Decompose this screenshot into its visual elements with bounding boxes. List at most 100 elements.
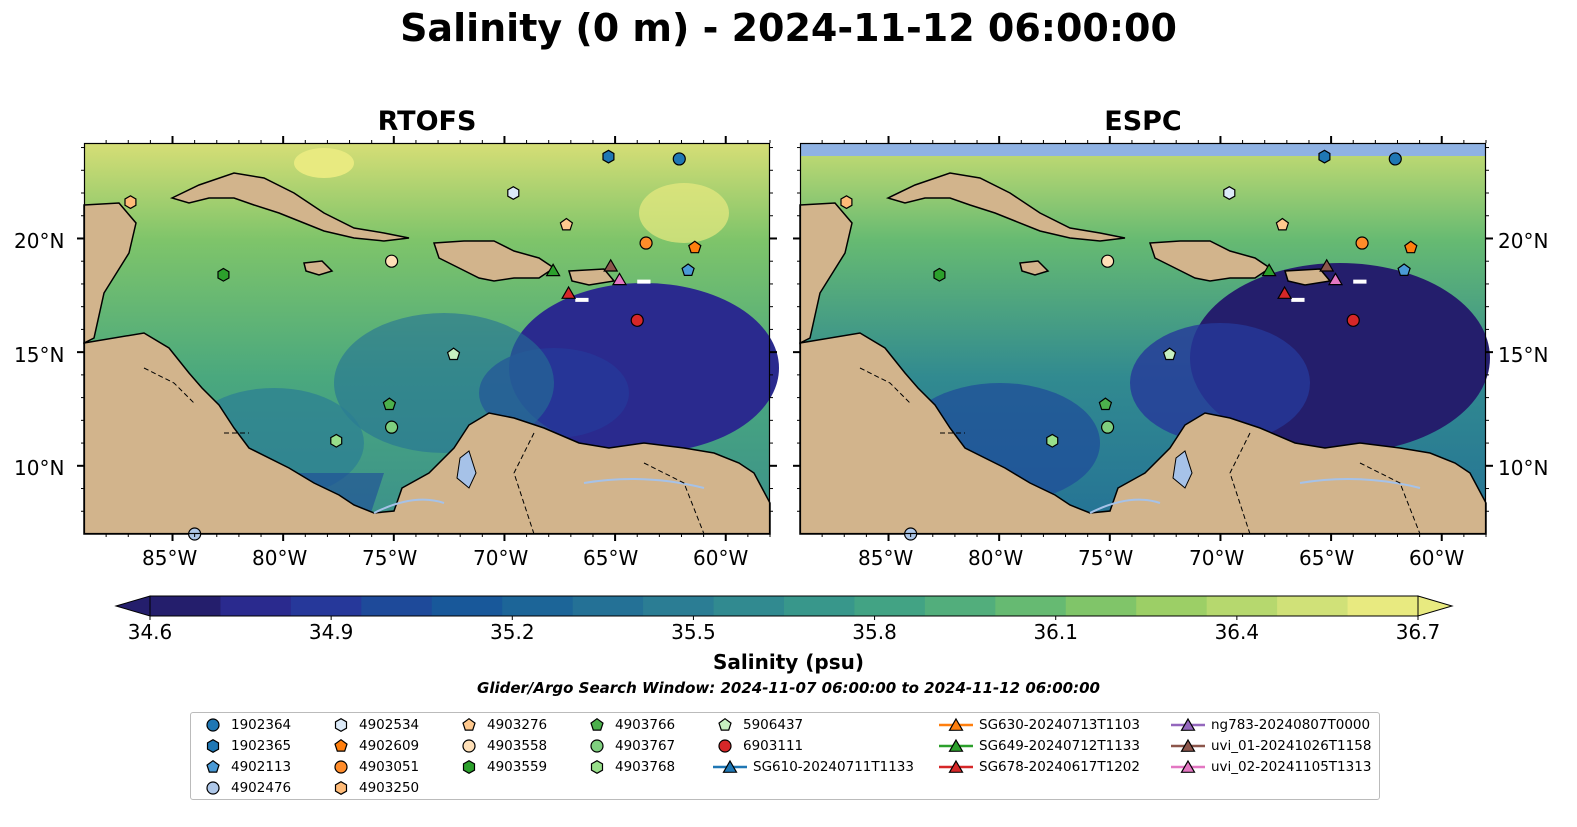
observation-marker [688, 240, 702, 254]
legend-item: ng783-20240807T0000 [1171, 715, 1370, 735]
hexagon-marker-icon [334, 718, 348, 732]
colorbar-segment [572, 596, 644, 616]
triangle-marker-icon [1171, 759, 1205, 773]
observation-marker [1275, 217, 1290, 231]
colorbar-segment [361, 596, 433, 616]
legend-label: 4903768 [615, 759, 676, 775]
colorbar-tick-label: 36.4 [1214, 620, 1260, 644]
political-borders [143, 367, 705, 535]
observation-marker [1346, 313, 1360, 327]
observation-marker [330, 433, 343, 448]
legend-item: SG678-20240617T1202 [939, 757, 1140, 777]
colorbar [114, 595, 1454, 620]
observation-marker [446, 347, 461, 361]
lat-tick-label: 20°N [1498, 229, 1549, 253]
pentagon-marker-icon [462, 717, 476, 731]
colorbar-segment [1277, 596, 1349, 616]
observation-marker [1277, 285, 1293, 299]
legend-label: 5906437 [743, 717, 804, 733]
lon-tick-label: 85°W [142, 546, 198, 570]
colorbar-label: Salinity (psu) [712, 650, 864, 674]
lat-tick-label: 10°N [14, 456, 65, 480]
colorbar-segment [854, 596, 926, 616]
legend-item: 4902476 [201, 778, 291, 798]
observation-marker [559, 217, 574, 231]
legend-label: SG610-20240711T1133 [753, 759, 914, 775]
legend-label: 4903276 [487, 717, 548, 733]
observation-marker [672, 152, 686, 166]
observation-marker [1404, 240, 1418, 254]
observation-marker [382, 397, 397, 411]
colorbar-segment [1136, 596, 1208, 616]
legend-label: SG678-20240617T1202 [979, 759, 1140, 775]
legend-label: 4903767 [615, 738, 676, 754]
pentagon-marker-icon [590, 717, 604, 731]
legend-label: ng783-20240807T0000 [1211, 717, 1371, 733]
pentagon-marker-icon [206, 759, 220, 773]
observation-marker [611, 272, 628, 286]
map-panel-rtofs [77, 136, 779, 541]
triangle-marker-icon [1171, 717, 1205, 731]
legend-label: 4902476 [231, 780, 292, 796]
figure-title: Salinity (0 m) - 2024-11-12 06:00:00 [400, 6, 1177, 50]
observation-marker [840, 195, 853, 210]
lake-and-rivers [1089, 450, 1421, 514]
legend-item: 1902364 [201, 715, 291, 735]
legend-label: SG630-20240713T1103 [979, 717, 1140, 733]
observation-marker [1162, 347, 1177, 361]
lon-tick-label: 80°W [252, 546, 308, 570]
observation-marker [681, 263, 695, 276]
colorbar-segment [290, 596, 362, 616]
legend-item: 4902609 [329, 736, 419, 756]
legend-item: 4902534 [329, 715, 419, 735]
hexagon-marker-icon [334, 781, 348, 795]
lat-tick-label: 15°N [14, 343, 65, 367]
triangle-marker-icon [939, 717, 973, 731]
observation-marker [1261, 263, 1277, 277]
pentagon-marker-icon [718, 717, 732, 731]
lon-tick-label: 60°W [1409, 546, 1465, 570]
observation-marker [639, 236, 653, 250]
lon-tick-label: 85°W [858, 546, 914, 570]
colorbar-segment [713, 596, 785, 616]
legend-label: 1902365 [231, 738, 292, 754]
search-window-text: Glider/Argo Search Window: 2024-11-07 06… [477, 679, 1100, 697]
legend-item: 4902113 [201, 757, 291, 777]
observation-marker [507, 186, 520, 200]
colorbar-segment [150, 596, 222, 616]
legend-label: 4903559 [487, 759, 548, 775]
triangle-marker-icon [1171, 738, 1205, 752]
observation-marker [630, 313, 644, 327]
lon-tick-label: 60°W [693, 546, 749, 570]
observation-marker [1098, 397, 1113, 411]
colorbar-tick-label: 34.6 [127, 620, 173, 644]
colorbar-tick-label: 35.8 [852, 620, 897, 644]
hexagon-marker-icon [462, 760, 476, 774]
colorbar-segment [1347, 596, 1419, 616]
hexagon-marker-icon [206, 739, 220, 753]
colorbar-segment [995, 596, 1067, 616]
glider-track [575, 279, 651, 302]
observation-marker [561, 285, 577, 299]
glider-track [1291, 279, 1367, 302]
legend-item: 4903558 [457, 736, 547, 756]
legend-label: 4903766 [615, 717, 676, 733]
colorbar-tick-label: 35.2 [490, 620, 535, 644]
observation-marker [1046, 433, 1059, 448]
observation-marker [1100, 420, 1115, 434]
lon-tick-label: 75°W [362, 546, 418, 570]
circle-marker-icon [206, 718, 220, 732]
legend-label: 4903250 [359, 780, 420, 796]
observation-marker [1223, 186, 1236, 200]
legend-item: 4903768 [585, 757, 675, 777]
lat-tick-label: 20°N [14, 229, 65, 253]
legend-label: 4903558 [487, 738, 548, 754]
colorbar-segment [220, 596, 292, 616]
no-data-band [800, 143, 1486, 156]
lon-tick-label: 70°W [473, 546, 529, 570]
observation-marker [1397, 263, 1411, 276]
legend-item: 6903111 [713, 736, 803, 756]
observation-marker [1388, 152, 1402, 166]
legend-item: 5906437 [713, 715, 803, 735]
legend-item: 4903766 [585, 715, 675, 735]
